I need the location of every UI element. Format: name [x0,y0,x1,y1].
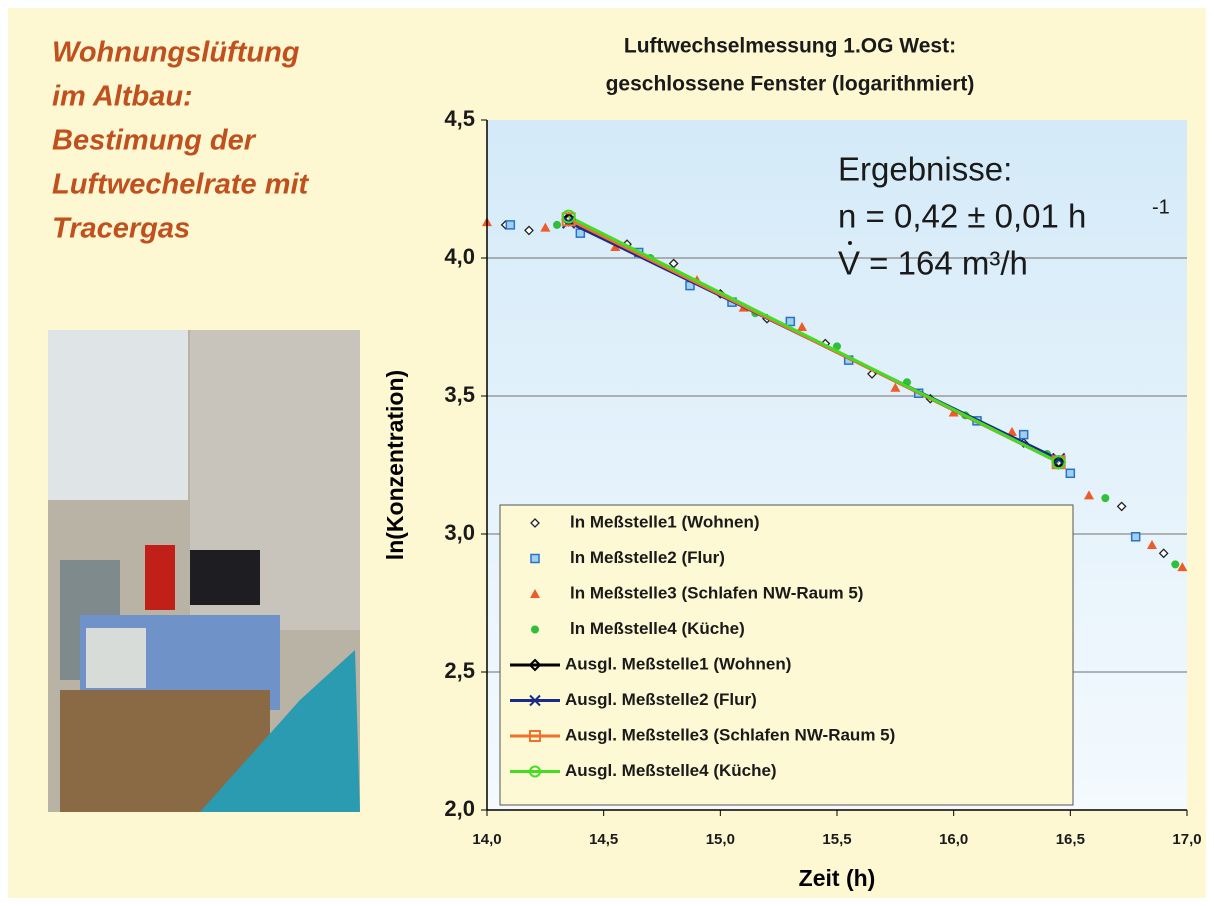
chart-title: geschlossene Fenster (logarithmiert) [606,73,975,96]
marker [553,221,561,229]
heading-line: Bestimung der [52,125,257,157]
legend-label: ln Meßstelle4 (Küche) [570,619,745,638]
x-tick-label: 15,5 [822,831,851,848]
y-tick-label: 3,0 [444,520,475,545]
y-tick-label: 2,5 [444,658,475,683]
marker [531,626,539,634]
legend-label: Ausgl. Meßstelle3 (Schlafen NW-Raum 5) [565,725,895,744]
annotation: n = 0,42 ± 0,01 h [838,198,1086,235]
dot-accent [848,241,852,245]
marker [1171,560,1179,568]
marker [1132,533,1140,541]
annotation: Ergebnisse: [838,151,1012,188]
heading-line: im Altbau: [52,81,193,113]
x-tick-label: 14,0 [472,831,501,848]
heading-line: Tracergas [52,213,190,245]
x-tick-label: 14,5 [589,831,618,848]
marker [506,221,514,229]
x-tick-label: 16,0 [939,831,968,848]
y-tick-label: 4,0 [444,244,475,269]
photo [48,330,360,812]
x-tick-label: 15,0 [706,831,735,848]
y-tick-label: 4,5 [444,106,475,131]
x-tick-label: 17,0 [1172,831,1201,848]
annotation: V = 164 m³/h [838,245,1028,282]
legend-label: Ausgl. Meßstelle4 (Küche) [565,761,777,780]
legend-label: Ausgl. Meßstelle1 (Wohnen) [565,654,791,673]
marker [786,317,794,325]
heading-line: Luftwechelrate mit [52,169,310,201]
chart-title: Luftwechselmessung 1.OG West: [624,35,956,58]
slide: Wohnungslüftung im Altbau: Bestimung der… [0,0,1214,906]
heading-line: Wohnungslüftung [52,37,300,69]
y-axis-title: ln(Konzentration) [382,370,408,560]
x-axis-title: Zeit (h) [799,865,876,891]
annotation-exponent: -1 [1152,196,1170,218]
marker [1020,431,1028,439]
legend-label: ln Meßstelle1 (Wohnen) [570,512,760,531]
legend-label: ln Meßstelle3 (Schlafen NW-Raum 5) [570,583,863,602]
y-tick-label: 2,0 [444,796,475,821]
x-tick-label: 16,5 [1056,831,1085,848]
y-tick-label: 3,5 [444,382,475,407]
legend-label: ln Meßstelle2 (Flur) [570,548,725,567]
marker [1066,469,1074,477]
legend-label: Ausgl. Meßstelle2 (Flur) [565,690,757,709]
marker [1101,494,1109,502]
marker [531,555,539,563]
chart: Wohnungslüftung im Altbau: Bestimung der… [0,0,1214,906]
